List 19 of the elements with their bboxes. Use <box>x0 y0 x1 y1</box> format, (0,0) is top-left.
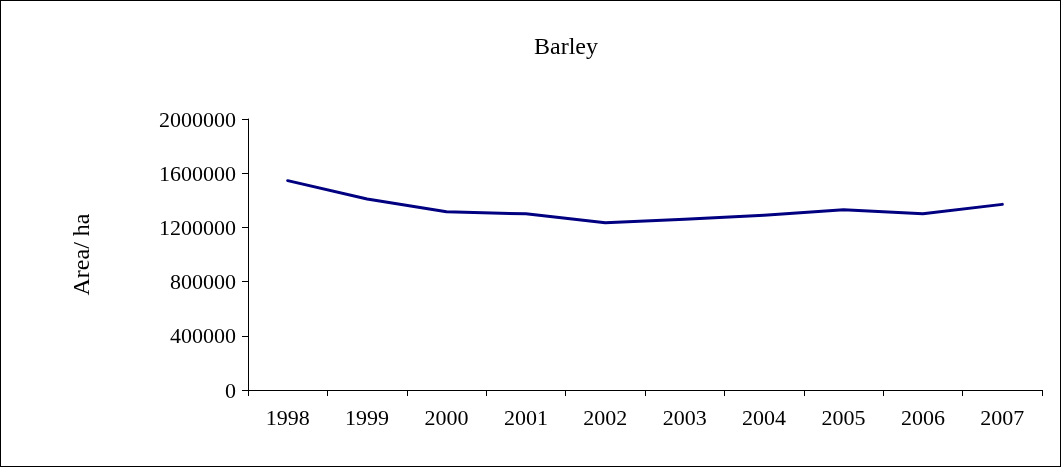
y-tick-label: 0 <box>225 377 236 403</box>
x-tick-label: 2007 <box>980 404 1025 430</box>
y-tick-label: 2000000 <box>159 106 236 132</box>
x-tick-label: 1998 <box>265 404 310 430</box>
chart-title: Barley <box>534 33 598 59</box>
y-tick-label: 800000 <box>170 269 236 295</box>
x-tick-label: 2001 <box>503 404 548 430</box>
y-tick-label: 1200000 <box>159 214 236 240</box>
y-tick-label: 400000 <box>170 323 236 349</box>
x-tick-label: 2006 <box>900 404 945 430</box>
y-tick-label: 1600000 <box>159 160 236 186</box>
y-axis-title: Area/ ha <box>68 213 94 296</box>
x-tick-label: 2000 <box>424 404 469 430</box>
x-tick-label: 2003 <box>662 404 707 430</box>
x-tick-label: 1999 <box>345 404 390 430</box>
x-tick-label: 2005 <box>821 404 866 430</box>
line-series <box>286 179 1004 225</box>
x-tick-label: 2002 <box>583 404 628 430</box>
x-tick-label: 2004 <box>742 404 787 430</box>
